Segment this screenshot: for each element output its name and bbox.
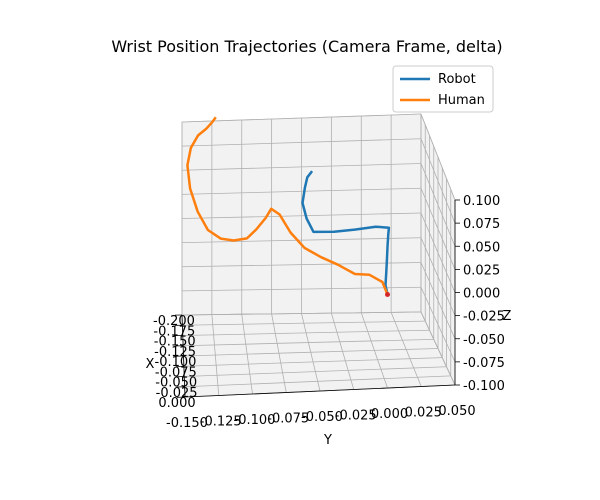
x-axis-label: X: [146, 357, 155, 372]
x-tick-label: -0.075: [155, 365, 197, 380]
x-tick-label: -0.175: [153, 324, 195, 339]
z-tick-label: 0.000: [463, 287, 500, 302]
floor-gridline-x: [184, 375, 451, 388]
chart-title: Wrist Position Trajectories (Camera Fram…: [111, 37, 502, 56]
y-tick-label: -0.150: [166, 416, 208, 431]
x-tick-label: -0.125: [154, 345, 196, 360]
y-tick-label: 0.025: [405, 406, 442, 421]
tick-labels: -0.200-0.175-0.150-0.125-0.100-0.075-0.0…: [153, 194, 505, 431]
x-tick-label: -0.200: [153, 314, 195, 329]
side-gridline-z: [420, 113, 456, 201]
back-gridline-z: [181, 212, 422, 219]
y-tick-label: -0.075: [267, 412, 309, 427]
z-tick-label: 0.075: [463, 217, 500, 232]
x-tick-label: -0.050: [155, 376, 197, 391]
trajectory-human: [186, 116, 389, 295]
floor-gridline-x: [183, 357, 443, 367]
trajectories: [186, 116, 391, 297]
legend: Robot Human: [392, 65, 494, 113]
floor-gridline-x: [184, 366, 447, 377]
z-tick-label: -0.025: [463, 310, 505, 325]
legend-robot-label: Robot: [438, 72, 476, 87]
side-gridline-z: [420, 138, 456, 224]
back-gridline-z: [181, 138, 422, 147]
y-tick-label: -0.100: [234, 413, 276, 428]
trajectory-robot: [301, 170, 391, 295]
start-marker: [385, 292, 390, 297]
z-axis-label: Z: [503, 309, 512, 324]
floor-gridline-y: [390, 312, 422, 387]
floor-gridline-y: [330, 313, 355, 390]
y-tick-label: 0.000: [371, 407, 408, 422]
z-tick-label: 0.100: [463, 194, 500, 209]
x-tick-label: -0.025: [156, 386, 198, 401]
z-tick-label: 0.025: [463, 263, 500, 278]
side-gridline-z: [420, 212, 456, 293]
y-tick-label: 0.050: [438, 404, 475, 419]
y-tick-label: -0.025: [335, 409, 377, 424]
x-tick-label: -0.100: [155, 355, 197, 370]
x-tick-label: 0.000: [158, 396, 195, 411]
floor-gridline-y: [360, 312, 388, 389]
back-gridline-z: [181, 163, 422, 171]
y-axis-label: Y: [323, 433, 332, 448]
back-gridline-z: [181, 113, 422, 123]
y-tick-label: -0.050: [301, 410, 343, 425]
back-gridline-z: [181, 187, 422, 195]
z-tick-label: -0.100: [463, 379, 505, 394]
y-tick-label: -0.125: [200, 415, 242, 430]
floor-gridline-y: [301, 313, 321, 392]
x-tick-label: -0.150: [154, 335, 196, 350]
legend-human-label: Human: [438, 93, 485, 108]
z-tick-label: 0.050: [463, 240, 500, 255]
z-tick-label: -0.050: [463, 333, 505, 348]
floor-gridline-y: [420, 311, 456, 386]
side-gridline-z: [420, 188, 456, 270]
y-axis-line: [184, 384, 456, 398]
side-gridline-z: [420, 163, 456, 247]
z-tick-label: -0.075: [463, 356, 505, 371]
